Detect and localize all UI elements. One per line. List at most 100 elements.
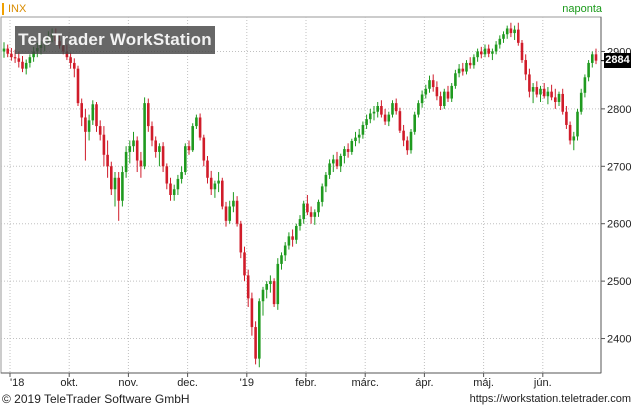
candle bbox=[357, 128, 361, 144]
x-tick-label: ápr. bbox=[415, 377, 433, 389]
candle-body bbox=[102, 134, 106, 155]
candle bbox=[461, 62, 465, 76]
candle bbox=[198, 113, 202, 141]
candle bbox=[17, 51, 21, 68]
candle bbox=[343, 146, 346, 164]
watermark: TeleTrader WorkStation bbox=[15, 26, 215, 54]
y-tick-label: 2800 bbox=[607, 104, 631, 116]
candle-body bbox=[235, 200, 239, 224]
candle bbox=[365, 114, 368, 129]
candle-body bbox=[17, 58, 21, 62]
candle-body bbox=[487, 48, 490, 54]
candle bbox=[413, 111, 416, 135]
candle bbox=[309, 206, 313, 224]
candle bbox=[306, 195, 309, 216]
candle-body bbox=[494, 44, 498, 52]
candle bbox=[154, 136, 157, 158]
candle-body bbox=[428, 80, 431, 89]
candle bbox=[287, 232, 291, 250]
candle-body bbox=[509, 28, 513, 34]
candle-body bbox=[2, 48, 6, 52]
candle-body bbox=[332, 159, 335, 164]
candle-body bbox=[524, 60, 527, 75]
candle-body bbox=[158, 146, 161, 152]
candle bbox=[91, 100, 95, 125]
candle-body bbox=[291, 236, 294, 240]
candle bbox=[502, 31, 505, 43]
candle bbox=[531, 83, 535, 104]
candle bbox=[446, 85, 450, 102]
candle-body bbox=[513, 29, 516, 34]
candle bbox=[594, 48, 598, 65]
plot-area bbox=[0, 16, 602, 374]
candle bbox=[443, 88, 446, 109]
candle bbox=[110, 161, 113, 195]
candle-body bbox=[354, 137, 357, 142]
candle-body bbox=[517, 29, 520, 43]
period-label[interactable]: naponta bbox=[562, 3, 602, 15]
candle-body bbox=[550, 91, 553, 98]
candle bbox=[161, 142, 165, 173]
candle bbox=[24, 59, 28, 75]
candle-body bbox=[221, 180, 224, 207]
candle-body bbox=[124, 151, 128, 173]
candle-body bbox=[476, 51, 479, 58]
candle-body bbox=[339, 155, 342, 167]
candle-body bbox=[180, 172, 183, 179]
candle bbox=[98, 120, 102, 141]
candle bbox=[169, 177, 172, 201]
candle-body bbox=[265, 284, 268, 290]
symbol-label[interactable]: INX bbox=[8, 3, 27, 15]
candle-body bbox=[91, 104, 95, 121]
candle bbox=[435, 81, 439, 101]
candle-body bbox=[369, 113, 372, 120]
candle bbox=[180, 166, 183, 184]
candle bbox=[84, 108, 87, 161]
candle bbox=[254, 321, 257, 365]
candle-body bbox=[250, 298, 254, 328]
candle-body bbox=[143, 103, 146, 167]
candle bbox=[295, 223, 298, 244]
candle-body bbox=[32, 51, 35, 58]
candle bbox=[328, 159, 331, 179]
candle-body bbox=[132, 140, 135, 147]
candle bbox=[184, 143, 187, 175]
candle-body bbox=[276, 263, 280, 305]
candle-body bbox=[480, 51, 483, 55]
candle-body bbox=[591, 54, 594, 63]
candle bbox=[280, 252, 283, 270]
candle bbox=[483, 44, 487, 58]
candle bbox=[494, 41, 498, 55]
candle-body bbox=[198, 117, 202, 138]
candle-body bbox=[335, 159, 339, 167]
candle bbox=[158, 143, 161, 167]
website-link[interactable]: https://workstation.teletrader.com bbox=[469, 393, 631, 405]
candle-body bbox=[587, 62, 590, 78]
candle-body bbox=[261, 289, 265, 302]
candle bbox=[206, 155, 209, 184]
candle-body bbox=[439, 96, 442, 106]
x-tick-label: márc. bbox=[351, 377, 379, 389]
candle-body bbox=[343, 149, 346, 156]
x-tick-label: '18 bbox=[10, 377, 24, 389]
candle-body bbox=[106, 154, 109, 167]
candle-body bbox=[87, 120, 91, 132]
candle bbox=[143, 97, 146, 170]
candle bbox=[28, 54, 32, 68]
candle bbox=[139, 151, 143, 178]
candle-body bbox=[435, 87, 439, 97]
candle-body bbox=[287, 236, 291, 246]
candle-body bbox=[6, 48, 9, 54]
candle-body bbox=[420, 94, 424, 104]
candle bbox=[561, 88, 564, 115]
candle bbox=[369, 108, 372, 124]
candle bbox=[557, 91, 561, 106]
candle bbox=[147, 98, 150, 132]
candle bbox=[272, 278, 276, 307]
candle-body bbox=[546, 91, 550, 97]
candle bbox=[480, 46, 483, 59]
candle-body bbox=[539, 88, 542, 95]
candle-body bbox=[224, 206, 228, 221]
